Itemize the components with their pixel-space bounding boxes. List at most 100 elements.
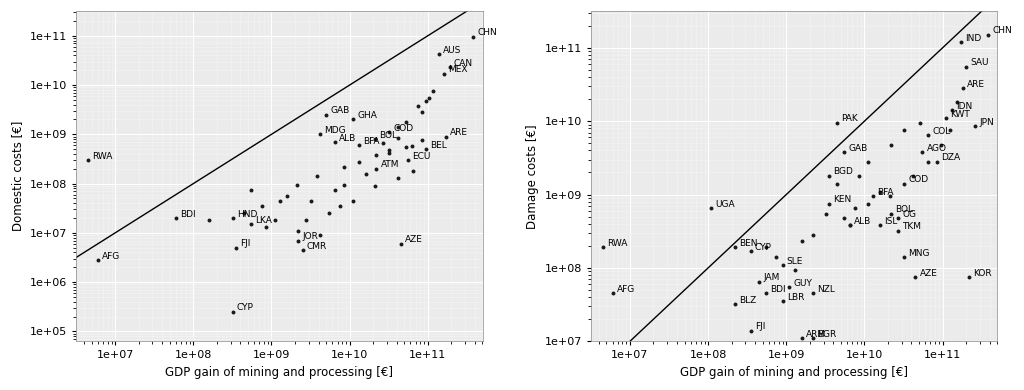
Point (254, 203, 270, 209)
Point (829, 181, 846, 187)
Point (369, 152, 385, 158)
Point (952, 39, 969, 45)
Point (933, 142, 949, 148)
Point (768, 254, 784, 261)
Point (437, 133, 454, 140)
Text: ALB: ALB (339, 133, 356, 143)
Point (872, 188, 889, 195)
Text: DZA: DZA (941, 153, 961, 162)
Point (336, 182, 352, 188)
Point (308, 173, 325, 179)
Text: GHA: GHA (357, 111, 377, 120)
Point (859, 200, 876, 207)
Text: AUS: AUS (443, 46, 462, 55)
Point (327, 139, 343, 145)
Point (80, 157, 96, 163)
Point (942, 127, 958, 133)
Text: FJI: FJI (755, 322, 765, 331)
Point (410, 103, 426, 109)
Text: HND: HND (237, 210, 257, 219)
Point (751, 278, 767, 285)
Point (703, 205, 720, 211)
Point (406, 168, 422, 174)
Point (350, 142, 367, 148)
Point (227, 245, 244, 251)
Point (938, 115, 954, 121)
Point (774, 298, 791, 305)
Text: RWA: RWA (92, 152, 113, 161)
Point (914, 149, 931, 155)
Point (243, 221, 259, 227)
Point (805, 335, 821, 341)
Point (332, 203, 348, 209)
Point (787, 266, 804, 273)
Point (431, 51, 447, 57)
Text: NZL: NZL (817, 285, 835, 294)
Point (912, 120, 929, 126)
Point (967, 123, 983, 129)
Point (820, 173, 837, 179)
Point (836, 149, 852, 155)
Point (758, 245, 774, 251)
Point (890, 215, 906, 221)
Point (290, 238, 306, 244)
Text: SLE: SLE (786, 257, 803, 266)
Text: CYP: CYP (755, 243, 772, 252)
Text: BOL: BOL (895, 205, 913, 214)
Point (836, 215, 852, 221)
Text: IND: IND (965, 34, 981, 43)
Point (414, 137, 430, 144)
Point (266, 217, 283, 223)
Point (418, 146, 434, 152)
Text: BEN: BEN (739, 239, 758, 248)
Text: TKM: TKM (902, 222, 922, 232)
Point (357, 170, 374, 177)
Point (345, 198, 361, 204)
Text: BGR: BGR (817, 330, 837, 339)
Text: AFG: AFG (102, 252, 120, 261)
Point (168, 215, 184, 221)
Point (820, 200, 837, 207)
Point (842, 222, 858, 229)
Text: BLZ: BLZ (739, 296, 757, 305)
Point (604, 290, 621, 296)
Text: AZE: AZE (404, 236, 423, 245)
Point (907, 274, 924, 280)
Text: BFA: BFA (362, 137, 379, 146)
Point (367, 136, 383, 142)
Text: ARM: ARM (806, 330, 826, 339)
Point (224, 215, 241, 221)
Text: JPN: JPN (979, 118, 994, 127)
Point (962, 274, 978, 280)
Text: RWA: RWA (607, 239, 628, 248)
Text: OG: OG (902, 209, 916, 218)
Point (290, 228, 306, 234)
Point (896, 127, 912, 133)
Point (920, 132, 936, 138)
Point (399, 157, 416, 163)
Y-axis label: Domestic costs [€]: Domestic costs [€] (11, 121, 25, 231)
Point (905, 173, 922, 179)
Point (441, 64, 458, 70)
Text: JOR: JOR (302, 232, 318, 241)
Point (595, 245, 611, 251)
Point (414, 109, 430, 115)
Point (742, 248, 759, 254)
Point (390, 175, 407, 181)
Point (842, 222, 858, 229)
Point (890, 228, 906, 234)
Point (949, 99, 966, 106)
Point (465, 34, 481, 40)
Point (774, 262, 791, 268)
Point (294, 247, 310, 253)
Point (859, 159, 876, 165)
Text: BOL: BOL (379, 131, 397, 140)
Point (390, 124, 407, 130)
Text: BFA: BFA (878, 188, 894, 197)
Point (817, 211, 834, 217)
Point (381, 150, 397, 156)
Point (896, 181, 912, 187)
Point (392, 241, 409, 247)
Point (896, 254, 912, 261)
Text: UGA: UGA (716, 200, 735, 209)
